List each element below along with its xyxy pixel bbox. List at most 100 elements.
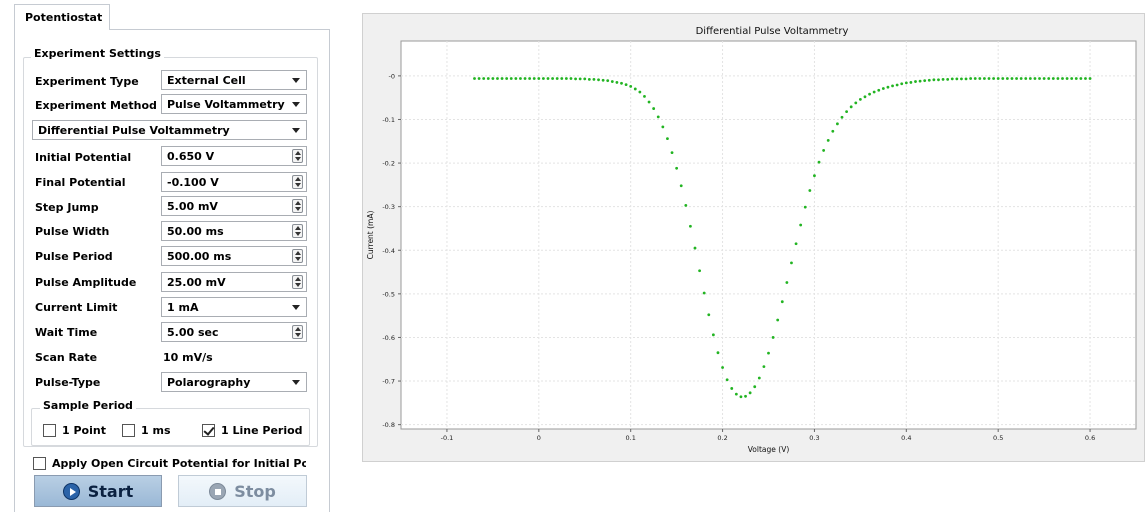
sample-period-1-line-period-label[interactable]: 1 Line Period <box>221 424 303 437</box>
data-point <box>891 84 894 88</box>
data-point <box>932 78 936 82</box>
data-point <box>505 77 509 80</box>
spinner-arrows-icon[interactable] <box>292 224 303 238</box>
step-jump-spinbox[interactable]: 5.00 mV <box>161 196 307 216</box>
start-button[interactable]: Start <box>34 475 162 507</box>
data-point <box>578 77 582 81</box>
data-point <box>790 261 793 265</box>
sample-period-title: Sample Period <box>40 399 136 412</box>
experiment-settings-title: Experiment Settings <box>31 47 164 60</box>
step-jump-label: Step Jump <box>35 201 99 214</box>
data-point <box>941 77 945 81</box>
data-point <box>973 77 977 80</box>
data-point <box>817 160 821 164</box>
x-tick-label: 0.2 <box>717 434 727 442</box>
data-point <box>955 77 959 81</box>
pulse-width-spinbox[interactable]: 50.00 ms <box>161 221 307 241</box>
spinner-arrows-icon[interactable] <box>292 249 303 263</box>
tab-potentiostat[interactable]: Potentiostat <box>14 4 110 30</box>
data-point <box>881 87 885 90</box>
x-axis-label: Voltage (V) <box>748 445 790 454</box>
data-point <box>551 77 554 80</box>
data-point <box>1015 77 1018 80</box>
data-point <box>638 90 642 94</box>
sample-period-1-ms-label[interactable]: 1 ms <box>141 424 171 437</box>
start-button-label: Start <box>87 481 134 501</box>
data-point <box>711 333 715 337</box>
y-tick-label: -0.1 <box>382 116 395 124</box>
data-point <box>909 81 913 84</box>
data-point <box>684 203 688 207</box>
stop-button[interactable]: Stop <box>178 475 307 507</box>
wait-time-label: Wait Time <box>35 326 98 339</box>
sample-period-1-ms-checkbox[interactable] <box>122 424 135 437</box>
initial-potential-label: Initial Potential <box>35 151 132 164</box>
data-point <box>702 291 706 295</box>
scan-rate-label: Scan Rate <box>35 351 98 364</box>
data-point <box>767 351 770 355</box>
x-tick-label: 0 <box>537 434 541 442</box>
wait-time-spinbox[interactable]: 5.00 sec <box>161 322 307 342</box>
data-point <box>753 385 757 389</box>
data-point <box>803 205 807 209</box>
data-point <box>927 78 931 82</box>
pulse-type-select[interactable]: Polarography <box>161 372 307 392</box>
wait-time-value: 5.00 sec <box>167 326 219 339</box>
data-point <box>689 224 692 228</box>
current-limit-select[interactable]: 1 mA <box>161 297 307 317</box>
chart-svg: Differential Pulse Voltammetry -0.1 0 0.1 0… <box>366 26 1137 454</box>
data-point <box>1084 77 1087 80</box>
open-circuit-label[interactable]: Apply Open Circuit Potential for Initial… <box>52 457 306 470</box>
step-jump-value: 5.00 mV <box>167 200 218 213</box>
data-point <box>1047 77 1051 80</box>
data-point <box>656 115 660 119</box>
data-point <box>477 77 481 80</box>
sample-period-1-line-period-checkbox[interactable] <box>202 424 215 437</box>
technique-select[interactable]: Differential Pulse Voltammetry <box>32 120 307 140</box>
data-point <box>1010 77 1014 80</box>
final-potential-spinbox[interactable]: -0.100 V <box>161 172 307 192</box>
spinner-arrows-icon[interactable] <box>292 149 303 163</box>
initial-potential-spinbox[interactable]: 0.650 V <box>161 146 307 166</box>
data-point <box>1074 77 1078 80</box>
data-point <box>840 115 844 119</box>
data-point <box>1065 77 1069 80</box>
spinner-arrows-icon[interactable] <box>292 325 303 339</box>
y-tick-label: -0.6 <box>382 334 395 342</box>
data-point <box>983 77 986 80</box>
data-point <box>826 138 830 142</box>
chevron-down-icon <box>292 380 300 385</box>
data-point <box>666 137 669 141</box>
experiment-method-select[interactable]: Pulse Voltammetry <box>161 94 307 114</box>
data-point <box>849 105 853 109</box>
data-point <box>950 77 954 81</box>
data-point <box>587 77 591 81</box>
sample-period-1-point-checkbox[interactable] <box>43 424 56 437</box>
experiment-type-select[interactable]: External Cell <box>161 70 307 90</box>
data-point <box>1028 77 1032 80</box>
data-point <box>716 351 720 355</box>
scan-rate-value: 10 mV/s <box>163 351 213 364</box>
stop-button-label: Stop <box>234 481 276 501</box>
data-point <box>813 174 816 178</box>
pulse-period-spinbox[interactable]: 500.00 ms <box>161 246 307 266</box>
spinner-arrows-icon[interactable] <box>292 275 303 289</box>
spinner-arrows-icon[interactable] <box>292 199 303 213</box>
final-potential-label: Final Potential <box>35 176 126 189</box>
data-point <box>1070 77 1074 80</box>
data-point <box>606 79 610 83</box>
data-point <box>1061 77 1064 80</box>
open-circuit-checkbox[interactable] <box>33 457 46 470</box>
data-point <box>734 392 738 396</box>
sample-period-group <box>31 408 310 446</box>
spinner-arrows-icon[interactable] <box>292 175 303 189</box>
pulse-amplitude-spinbox[interactable]: 25.00 mV <box>161 272 307 292</box>
sample-period-1-point-label[interactable]: 1 Point <box>62 424 106 437</box>
play-icon <box>62 482 80 500</box>
experiment-type-value: External Cell <box>167 74 246 87</box>
pulse-type-value: Polarography <box>167 376 251 389</box>
data-point <box>987 77 991 80</box>
y-axis-label: Current (mA) <box>366 211 375 260</box>
y-tick-label: -0 <box>389 72 395 80</box>
data-point <box>661 125 665 129</box>
